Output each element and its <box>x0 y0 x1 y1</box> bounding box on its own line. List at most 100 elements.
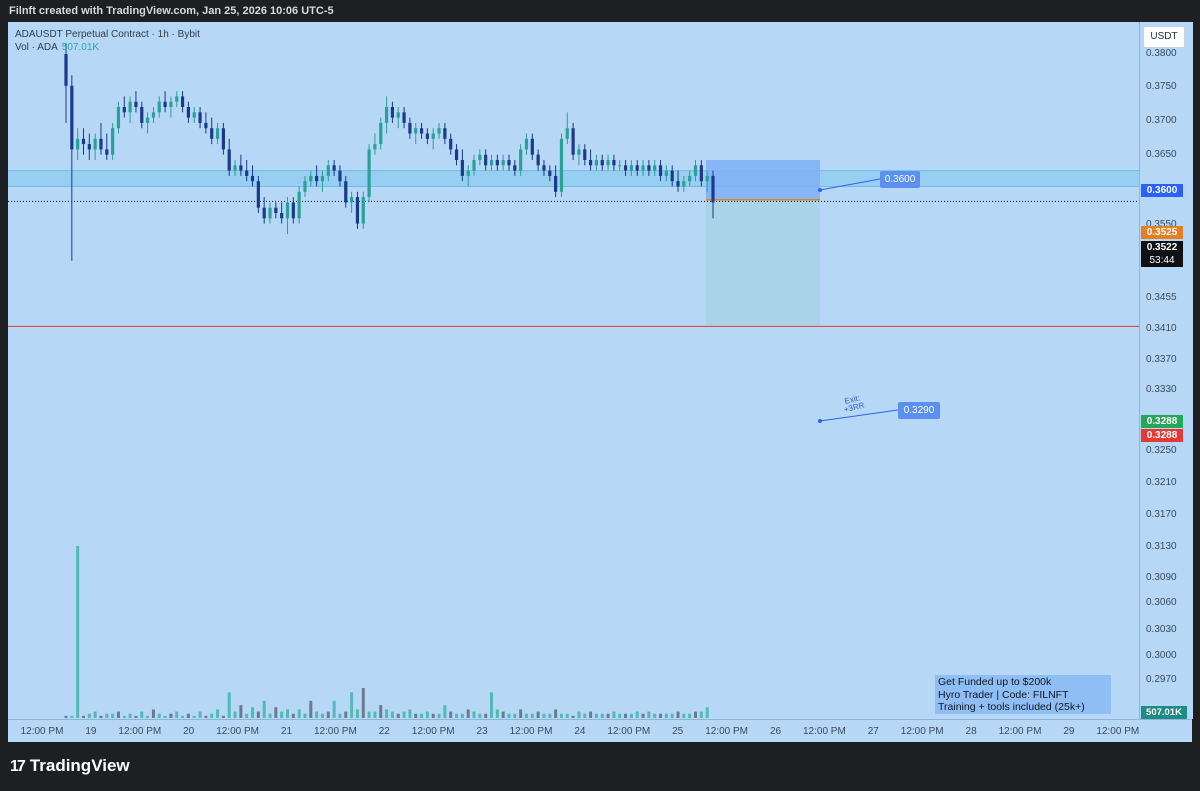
volume-bar <box>524 713 528 718</box>
volume-bar <box>81 715 85 718</box>
candle-body <box>577 149 581 155</box>
volume-bar <box>175 711 179 718</box>
candle-body <box>548 170 552 176</box>
volume-bar <box>431 713 435 718</box>
candle-body <box>157 101 161 113</box>
volume-bar <box>309 700 313 718</box>
volume-bar <box>390 711 394 718</box>
price-tick: 0.3650 <box>1146 149 1177 160</box>
volume-bar <box>688 713 692 718</box>
volume-bar <box>169 713 173 718</box>
candle-body <box>664 170 668 176</box>
candle-body <box>507 160 511 166</box>
candle-body <box>594 160 599 166</box>
volume-bar <box>227 692 231 718</box>
volume-bar <box>297 709 301 718</box>
candle-body <box>693 165 698 176</box>
volume-bar <box>653 713 657 718</box>
candle-body <box>536 154 540 166</box>
candle-body <box>658 165 663 176</box>
volume-bar <box>122 715 126 718</box>
candle-body <box>326 165 330 176</box>
candle-body <box>180 96 185 107</box>
callout-top-connector <box>819 178 881 191</box>
candle-body <box>635 165 639 171</box>
volume-bar <box>291 713 295 718</box>
volume-bar <box>408 709 412 718</box>
price-tick: 0.3455 <box>1146 292 1177 303</box>
volume-bar <box>542 713 546 718</box>
volume-bar <box>629 713 633 718</box>
volume-bar <box>239 705 243 718</box>
time-tick: 12:00 PM <box>607 726 651 737</box>
header-bar: Filnft created with TradingView.com, Jan… <box>0 0 1200 22</box>
volume-bar <box>181 715 185 718</box>
candle-body <box>303 181 307 192</box>
candle-body <box>285 202 290 219</box>
candle-body <box>530 138 534 155</box>
volume-bar <box>221 715 225 718</box>
time-tick: 29 <box>1063 726 1075 737</box>
volume-bar <box>233 711 237 718</box>
time-tick: 12:00 PM <box>313 726 357 737</box>
promo-line3: Training + tools included (25k+) <box>938 701 1085 713</box>
candle-body <box>711 175 715 203</box>
candle-body <box>274 207 278 213</box>
candle-body <box>647 165 651 171</box>
candle-body <box>437 128 441 134</box>
candle-body <box>554 175 558 192</box>
legend-symbol[interactable]: ADAUSDT Perpetual Contract · 1h · Bybit <box>15 29 200 40</box>
volume-bar <box>268 713 272 718</box>
candle-body <box>204 122 208 129</box>
volume-bar <box>379 705 383 718</box>
callout-bottom-connector <box>819 409 899 422</box>
candle-body <box>332 165 336 171</box>
candle-body <box>186 107 191 118</box>
price-tick: 0.3060 <box>1146 597 1177 608</box>
candle-body <box>542 165 546 171</box>
currency-button[interactable]: USDT <box>1143 26 1185 48</box>
candle-body <box>431 133 435 139</box>
volume-bar <box>396 713 400 718</box>
callout-top[interactable]: 0.3600 <box>880 171 920 188</box>
legend-volume-label: Vol · ADA <box>15 42 58 53</box>
price-tick: 0.3410 <box>1146 323 1177 334</box>
candle-body <box>588 160 593 166</box>
volume-bar <box>140 711 144 718</box>
volume-bar <box>513 713 517 718</box>
candle-body <box>699 165 703 182</box>
time-axis[interactable] <box>8 719 1192 742</box>
legend-volume[interactable]: Vol · ADA 507.01K <box>15 42 99 53</box>
price-tick: 0.3800 <box>1146 48 1177 59</box>
candle-body <box>449 138 453 150</box>
candle-body <box>384 107 389 123</box>
candle-body <box>618 165 622 167</box>
candle-body <box>215 128 220 139</box>
candle-body <box>245 170 249 176</box>
candle-body <box>297 191 301 219</box>
candle-body <box>192 112 196 118</box>
volume-bar <box>70 715 74 718</box>
price-axis[interactable] <box>1139 22 1193 719</box>
price-tick: 0.3090 <box>1146 572 1177 583</box>
time-tick: 20 <box>183 726 195 737</box>
volume-bar <box>163 715 167 718</box>
volume-bar <box>583 713 587 718</box>
time-tick: 12:00 PM <box>802 726 846 737</box>
volume-bar <box>659 713 663 718</box>
callout-bottom-dot <box>818 419 822 423</box>
candle-body <box>484 154 488 166</box>
volume-bar <box>204 715 208 718</box>
volume-bar <box>507 713 511 718</box>
candle-body <box>128 101 132 113</box>
time-tick: 21 <box>280 726 293 737</box>
callout-bottom[interactable]: 0.3290 <box>898 402 940 419</box>
candle-body <box>466 170 470 176</box>
candle-body <box>443 128 447 139</box>
volume-bar <box>548 713 552 718</box>
badge-last-price: 0.3522 <box>1141 241 1183 254</box>
tradingview-brand[interactable]: 17 TradingView <box>10 756 130 776</box>
legend-volume-value: 507.01K <box>61 42 100 53</box>
volume-bar <box>682 713 686 718</box>
